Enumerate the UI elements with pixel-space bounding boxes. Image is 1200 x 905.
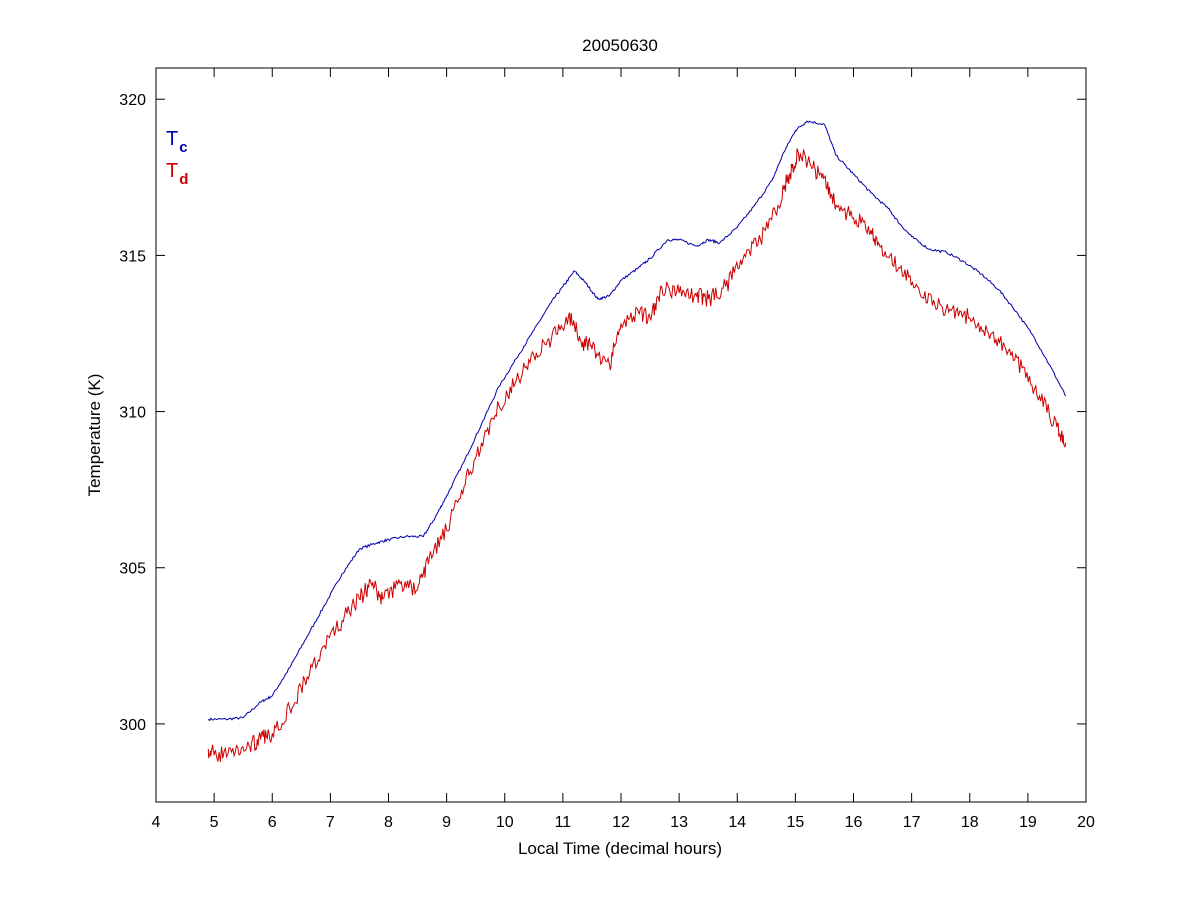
y-tick-label: 305 <box>119 561 146 578</box>
x-tick-label: 11 <box>555 814 572 831</box>
y-tick-label: 310 <box>119 405 146 422</box>
legend-item-tc: Tc <box>166 128 188 156</box>
x-axis-ticks: 4 5 6 7 8 9 10 11 12 13 14 15 16 17 18 19 20 <box>152 68 1095 831</box>
x-tick-label: 19 <box>1019 814 1037 831</box>
series-layer <box>207 120 1067 762</box>
y-axis-label: Temperature (K) <box>85 374 104 497</box>
x-tick-label: 7 <box>326 814 335 831</box>
y-axis-ticks: 300 305 310 315 320 <box>119 92 1086 734</box>
x-tick-label: 12 <box>612 814 630 831</box>
x-tick-label: 4 <box>152 814 161 831</box>
x-tick-label: 5 <box>210 814 219 831</box>
x-tick-label: 18 <box>961 814 979 831</box>
y-tick-label: 300 <box>119 717 146 734</box>
y-tick-label: 315 <box>119 248 146 265</box>
y-tick-label: 320 <box>119 92 146 109</box>
x-tick-label: 9 <box>442 814 451 831</box>
x-tick-label: 15 <box>786 814 804 831</box>
x-tick-label: 20 <box>1077 814 1095 831</box>
legend-item-td: Td <box>166 160 188 188</box>
x-tick-label: 16 <box>845 814 863 831</box>
series-line-tc <box>207 120 1067 722</box>
x-tick-label: 6 <box>268 814 277 831</box>
x-tick-label: 13 <box>670 814 688 831</box>
x-tick-label: 8 <box>384 814 393 831</box>
chart-title: 20050630 <box>582 36 658 55</box>
series-line-td <box>207 148 1067 762</box>
x-tick-label: 14 <box>728 814 746 831</box>
x-axis-label: Local Time (decimal hours) <box>518 839 722 858</box>
legend: Tc Td <box>166 128 188 188</box>
x-tick-label: 10 <box>496 814 514 831</box>
x-tick-label: 17 <box>903 814 921 831</box>
